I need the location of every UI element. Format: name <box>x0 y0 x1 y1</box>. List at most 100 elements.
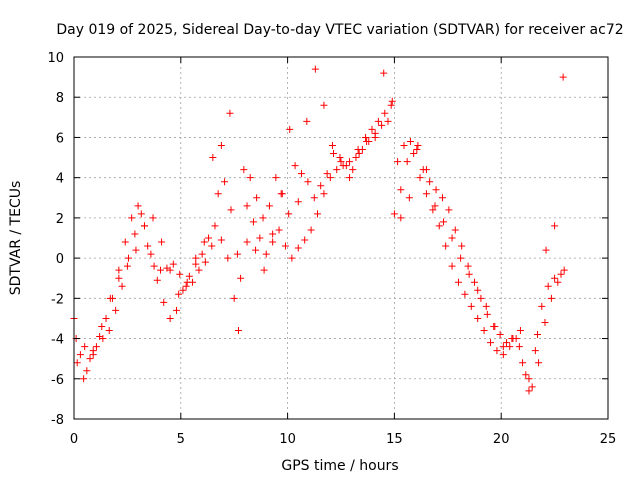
x-tick-label: 0 <box>70 432 78 447</box>
data-point <box>551 274 559 282</box>
data-point <box>237 274 245 282</box>
data-point <box>448 262 456 270</box>
data-point <box>134 202 142 210</box>
data-point <box>397 214 405 222</box>
data-point <box>123 262 131 270</box>
data-point <box>169 260 177 268</box>
data-point <box>310 194 318 202</box>
data-point <box>432 186 440 194</box>
data-point <box>259 214 267 222</box>
y-tick-label: -4 <box>51 333 64 348</box>
data-point <box>405 194 413 202</box>
data-point <box>426 178 434 186</box>
data-point <box>438 194 446 202</box>
data-point <box>457 254 465 262</box>
data-point <box>281 242 289 250</box>
data-point <box>336 154 344 162</box>
data-point <box>249 218 257 226</box>
data-point <box>246 174 254 182</box>
data-point <box>363 137 371 145</box>
axis-ticks: 0 5 10 15 20 25 -8 -6 -4 -2 0 2 4 6 8 10 <box>47 51 616 447</box>
data-point <box>198 250 206 258</box>
data-point <box>201 258 209 266</box>
data-point <box>285 210 293 218</box>
data-point <box>528 383 536 391</box>
data-point <box>272 174 280 182</box>
data-point <box>80 375 88 383</box>
data-point <box>192 260 200 268</box>
data-point <box>211 222 219 230</box>
data-point <box>413 146 421 154</box>
data-point <box>131 230 139 238</box>
data-point <box>355 150 363 158</box>
data-point <box>294 244 302 252</box>
data-point <box>166 266 174 274</box>
data-point <box>328 141 336 149</box>
y-tick-label: 6 <box>56 131 64 146</box>
y-tick-label: 8 <box>56 91 64 106</box>
data-point <box>226 109 234 117</box>
data-point <box>99 335 107 343</box>
data-point <box>499 343 507 351</box>
data-point <box>314 210 322 218</box>
data-point <box>559 73 567 81</box>
data-point <box>311 65 319 73</box>
data-point <box>124 254 132 262</box>
data-point <box>442 242 450 250</box>
data-point <box>118 282 126 290</box>
data-point <box>487 339 495 347</box>
data-point <box>128 214 136 222</box>
data-point <box>422 166 430 174</box>
data-point <box>354 146 362 154</box>
data-point <box>551 222 559 230</box>
data-point <box>286 125 294 133</box>
data-point <box>330 150 338 158</box>
data-point <box>390 210 398 218</box>
data-point <box>83 367 91 375</box>
data-point <box>227 206 235 214</box>
data-point <box>106 294 114 302</box>
data-point <box>414 141 422 149</box>
data-point <box>406 137 414 145</box>
data-point <box>483 310 491 318</box>
data-point <box>381 109 389 117</box>
data-point <box>243 202 251 210</box>
data-point <box>317 182 325 190</box>
data-point <box>217 141 225 149</box>
data-point <box>387 101 395 109</box>
x-tick-label: 15 <box>386 432 403 447</box>
data-point <box>474 286 482 294</box>
data-point <box>115 266 123 274</box>
data-point <box>471 278 478 286</box>
x-tick-label: 10 <box>279 432 296 447</box>
data-point <box>160 298 168 306</box>
data-point <box>158 238 166 246</box>
y-tick-label: -6 <box>51 373 64 388</box>
data-point <box>102 314 110 322</box>
x-tick-label: 20 <box>493 432 510 447</box>
data-point <box>217 236 225 244</box>
data-point <box>176 270 184 278</box>
data-point <box>435 222 443 230</box>
data-point <box>182 282 190 290</box>
x-axis-label: GPS time / hours <box>281 458 398 474</box>
data-point <box>326 174 334 182</box>
data-point <box>253 194 261 202</box>
data-point <box>554 278 562 286</box>
data-point <box>394 158 402 166</box>
data-point <box>503 339 511 347</box>
data-point <box>262 250 270 258</box>
data-point <box>458 242 466 250</box>
data-point <box>224 254 232 262</box>
data-point <box>291 162 299 170</box>
data-point <box>147 250 155 258</box>
data-point <box>301 236 309 244</box>
data-point <box>422 190 430 198</box>
data-point <box>230 294 238 302</box>
data-point <box>140 222 148 230</box>
data-point <box>320 101 328 109</box>
y-tick-label: -2 <box>51 292 64 307</box>
data-point <box>185 272 193 280</box>
data-points <box>70 65 568 395</box>
